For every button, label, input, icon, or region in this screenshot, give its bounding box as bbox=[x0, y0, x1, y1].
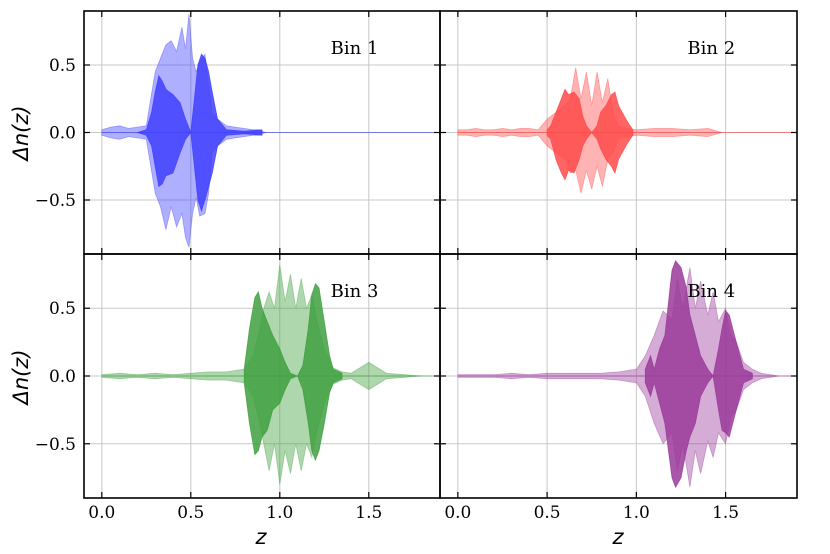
x-tick-label: 1.0 bbox=[266, 503, 293, 523]
y-axis-label-top: Δn(z) bbox=[9, 105, 33, 162]
x-tick-label: 1.5 bbox=[355, 503, 382, 523]
x-tick-label: 0.0 bbox=[444, 503, 471, 523]
bands-group bbox=[457, 259, 797, 489]
bin-label-1: Bin 1 bbox=[331, 38, 379, 59]
x-tick-label: 1.5 bbox=[712, 503, 739, 523]
bin-label-4: Bin 4 bbox=[687, 281, 735, 302]
band-light-4 bbox=[457, 267, 780, 488]
bands-group bbox=[457, 67, 797, 194]
x-tick-label: 0.5 bbox=[177, 503, 204, 523]
panel-4: 0.0 0.5 1.0 1.5 Bin 4 bbox=[439, 253, 798, 523]
panel-2: Bin 2 bbox=[439, 10, 798, 255]
y-axis-label-bottom: Δn(z) bbox=[9, 349, 33, 406]
y-tick-label: 0.5 bbox=[49, 299, 76, 319]
x-axis-label-left: z bbox=[254, 525, 267, 549]
band-dark-3 bbox=[243, 283, 343, 462]
bin-label-2: Bin 2 bbox=[687, 38, 735, 59]
panel-1: 0.5 0.0 −0.5 Bin 1 bbox=[35, 10, 441, 255]
bin-label-3: Bin 3 bbox=[331, 281, 379, 302]
y-tick-label: 0.0 bbox=[49, 124, 76, 144]
x-tick-label: 1.0 bbox=[623, 503, 650, 523]
panel-frame bbox=[439, 253, 798, 499]
x-axis-label-right: z bbox=[611, 525, 624, 549]
y-tick-label: 0.5 bbox=[49, 56, 76, 76]
y-tick-label: −0.5 bbox=[35, 191, 76, 211]
panel-3: 0.5 0.0 −0.5 0.0 0.5 1.0 1.5 Bin 3 bbox=[35, 253, 441, 523]
bands-group bbox=[101, 13, 440, 248]
x-tick-label: 0.5 bbox=[534, 503, 561, 523]
y-tick-label: 0.0 bbox=[49, 367, 76, 387]
band-dark-4 bbox=[644, 259, 753, 489]
bands-group bbox=[101, 264, 440, 485]
band-dark-2 bbox=[546, 88, 634, 181]
x-tick-label: 0.0 bbox=[88, 503, 115, 523]
axis-labels-group: Δn(z) Δn(z) z z bbox=[9, 105, 624, 549]
panels-group: 0.5 0.0 −0.5 Bin 1 Bin 2 0.5 0.0 −0.5 0.0 0.5 1.0 1… bbox=[35, 10, 798, 523]
y-tick-label: −0.5 bbox=[35, 435, 76, 455]
